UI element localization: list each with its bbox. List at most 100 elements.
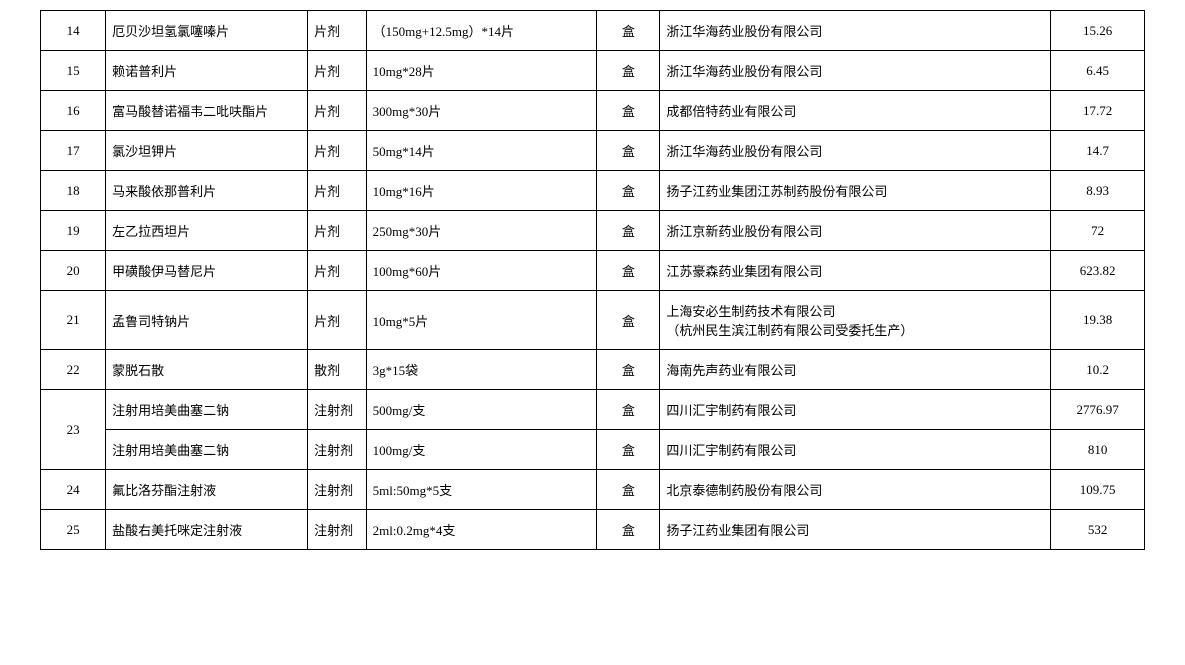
table-row: 21孟鲁司特钠片片剂10mg*5片盒上海安必生制药技术有限公司（杭州民生滨江制药… xyxy=(41,291,1145,350)
cell-form: 片剂 xyxy=(308,211,367,251)
cell-unit: 盒 xyxy=(597,211,660,251)
cell-form: 片剂 xyxy=(308,91,367,131)
cell-id: 25 xyxy=(41,510,106,550)
cell-name: 赖诺普利片 xyxy=(106,51,308,91)
cell-name: 马来酸依那普利片 xyxy=(106,171,308,211)
cell-id: 15 xyxy=(41,51,106,91)
table-row: 24氟比洛芬酯注射液注射剂5ml:50mg*5支盒北京泰德制药股份有限公司109… xyxy=(41,470,1145,510)
cell-name: 孟鲁司特钠片 xyxy=(106,291,308,350)
cell-mfg: 江苏豪森药业集团有限公司 xyxy=(660,251,1051,291)
cell-id: 16 xyxy=(41,91,106,131)
cell-name: 氯沙坦钾片 xyxy=(106,131,308,171)
cell-id: 24 xyxy=(41,470,106,510)
cell-mfg: 浙江华海药业股份有限公司 xyxy=(660,11,1051,51)
cell-unit: 盒 xyxy=(597,430,660,470)
cell-name: 注射用培美曲塞二钠 xyxy=(106,430,308,470)
cell-form: 注射剂 xyxy=(308,430,367,470)
cell-mfg: 浙江华海药业股份有限公司 xyxy=(660,131,1051,171)
cell-id: 18 xyxy=(41,171,106,211)
cell-form: 片剂 xyxy=(308,131,367,171)
cell-form: 片剂 xyxy=(308,251,367,291)
cell-price: 6.45 xyxy=(1051,51,1145,91)
cell-name: 富马酸替诺福韦二吡呋酯片 xyxy=(106,91,308,131)
cell-spec: （150mg+12.5mg）*14片 xyxy=(366,11,597,51)
cell-unit: 盒 xyxy=(597,350,660,390)
cell-mfg: 浙江华海药业股份有限公司 xyxy=(660,51,1051,91)
cell-unit: 盒 xyxy=(597,171,660,211)
cell-unit: 盒 xyxy=(597,291,660,350)
cell-mfg: 北京泰德制药股份有限公司 xyxy=(660,470,1051,510)
cell-spec: 5ml:50mg*5支 xyxy=(366,470,597,510)
cell-form: 注射剂 xyxy=(308,390,367,430)
cell-name: 注射用培美曲塞二钠 xyxy=(106,390,308,430)
cell-form: 片剂 xyxy=(308,291,367,350)
cell-form: 片剂 xyxy=(308,11,367,51)
table-row: 23注射用培美曲塞二钠注射剂500mg/支盒四川汇宇制药有限公司2776.97 xyxy=(41,390,1145,430)
cell-form: 注射剂 xyxy=(308,470,367,510)
cell-spec: 100mg*60片 xyxy=(366,251,597,291)
cell-mfg: 浙江京新药业股份有限公司 xyxy=(660,211,1051,251)
cell-id: 19 xyxy=(41,211,106,251)
cell-price: 72 xyxy=(1051,211,1145,251)
cell-unit: 盒 xyxy=(597,390,660,430)
table-row: 22蒙脱石散散剂3g*15袋盒海南先声药业有限公司10.2 xyxy=(41,350,1145,390)
cell-id: 20 xyxy=(41,251,106,291)
table-row: 17氯沙坦钾片片剂50mg*14片盒浙江华海药业股份有限公司14.7 xyxy=(41,131,1145,171)
cell-mfg: 海南先声药业有限公司 xyxy=(660,350,1051,390)
cell-form: 片剂 xyxy=(308,51,367,91)
cell-form: 片剂 xyxy=(308,171,367,211)
cell-price: 10.2 xyxy=(1051,350,1145,390)
table-row: 16富马酸替诺福韦二吡呋酯片片剂300mg*30片盒成都倍特药业有限公司17.7… xyxy=(41,91,1145,131)
cell-unit: 盒 xyxy=(597,91,660,131)
cell-spec: 300mg*30片 xyxy=(366,91,597,131)
cell-price: 15.26 xyxy=(1051,11,1145,51)
table-body: 14厄贝沙坦氢氯噻嗪片片剂（150mg+12.5mg）*14片盒浙江华海药业股份… xyxy=(41,11,1145,550)
cell-id: 23 xyxy=(41,390,106,470)
table-row: 14厄贝沙坦氢氯噻嗪片片剂（150mg+12.5mg）*14片盒浙江华海药业股份… xyxy=(41,11,1145,51)
cell-price: 19.38 xyxy=(1051,291,1145,350)
table-row: 注射用培美曲塞二钠注射剂100mg/支盒四川汇宇制药有限公司810 xyxy=(41,430,1145,470)
cell-name: 左乙拉西坦片 xyxy=(106,211,308,251)
cell-price: 17.72 xyxy=(1051,91,1145,131)
cell-form: 散剂 xyxy=(308,350,367,390)
cell-spec: 500mg/支 xyxy=(366,390,597,430)
cell-id: 17 xyxy=(41,131,106,171)
cell-mfg: 成都倍特药业有限公司 xyxy=(660,91,1051,131)
cell-unit: 盒 xyxy=(597,251,660,291)
cell-unit: 盒 xyxy=(597,11,660,51)
cell-spec: 100mg/支 xyxy=(366,430,597,470)
cell-name: 氟比洛芬酯注射液 xyxy=(106,470,308,510)
cell-mfg: 四川汇宇制药有限公司 xyxy=(660,430,1051,470)
cell-mfg: 扬子江药业集团江苏制药股份有限公司 xyxy=(660,171,1051,211)
table-row: 18马来酸依那普利片片剂10mg*16片盒扬子江药业集团江苏制药股份有限公司8.… xyxy=(41,171,1145,211)
cell-unit: 盒 xyxy=(597,131,660,171)
cell-unit: 盒 xyxy=(597,510,660,550)
cell-unit: 盒 xyxy=(597,51,660,91)
cell-name: 盐酸右美托咪定注射液 xyxy=(106,510,308,550)
cell-id: 22 xyxy=(41,350,106,390)
cell-price: 623.82 xyxy=(1051,251,1145,291)
cell-name: 蒙脱石散 xyxy=(106,350,308,390)
cell-spec: 10mg*28片 xyxy=(366,51,597,91)
cell-price: 8.93 xyxy=(1051,171,1145,211)
table-row: 19左乙拉西坦片片剂250mg*30片盒浙江京新药业股份有限公司72 xyxy=(41,211,1145,251)
cell-name: 甲磺酸伊马替尼片 xyxy=(106,251,308,291)
table-row: 20甲磺酸伊马替尼片片剂100mg*60片盒江苏豪森药业集团有限公司623.82 xyxy=(41,251,1145,291)
cell-mfg: 扬子江药业集团有限公司 xyxy=(660,510,1051,550)
cell-price: 109.75 xyxy=(1051,470,1145,510)
table-row: 15赖诺普利片片剂10mg*28片盒浙江华海药业股份有限公司6.45 xyxy=(41,51,1145,91)
cell-price: 2776.97 xyxy=(1051,390,1145,430)
cell-price: 532 xyxy=(1051,510,1145,550)
cell-price: 810 xyxy=(1051,430,1145,470)
cell-mfg: 上海安必生制药技术有限公司（杭州民生滨江制药有限公司受委托生产） xyxy=(660,291,1051,350)
cell-price: 14.7 xyxy=(1051,131,1145,171)
table-row: 25盐酸右美托咪定注射液注射剂2ml:0.2mg*4支盒扬子江药业集团有限公司5… xyxy=(41,510,1145,550)
cell-spec: 50mg*14片 xyxy=(366,131,597,171)
cell-mfg: 四川汇宇制药有限公司 xyxy=(660,390,1051,430)
cell-spec: 2ml:0.2mg*4支 xyxy=(366,510,597,550)
cell-id: 14 xyxy=(41,11,106,51)
cell-id: 21 xyxy=(41,291,106,350)
cell-spec: 250mg*30片 xyxy=(366,211,597,251)
cell-spec: 3g*15袋 xyxy=(366,350,597,390)
cell-unit: 盒 xyxy=(597,470,660,510)
